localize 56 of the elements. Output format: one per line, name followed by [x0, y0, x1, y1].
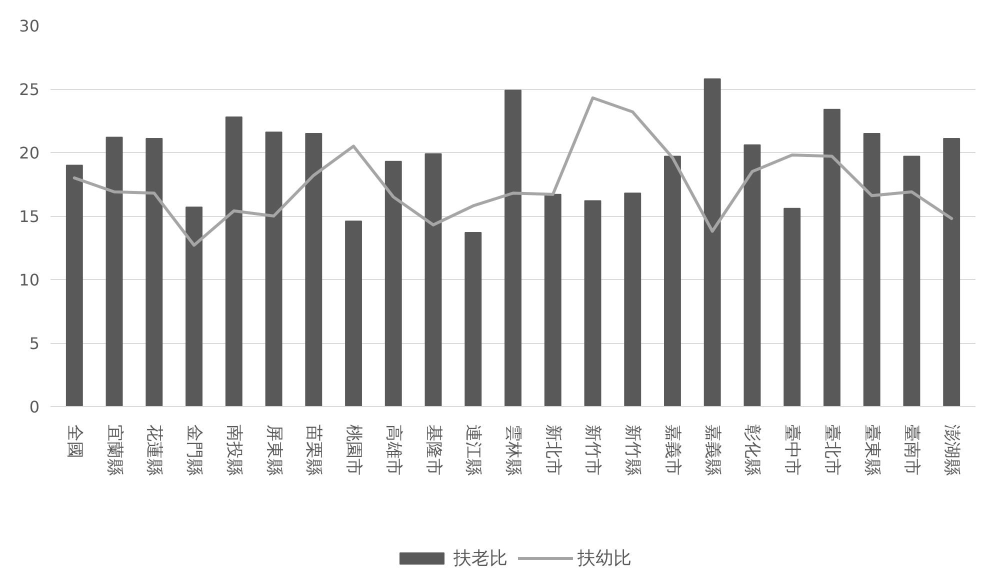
- bar: [146, 138, 163, 406]
- x-tick-label: 彰化縣: [742, 424, 762, 476]
- y-tick-label: 10: [19, 270, 40, 290]
- bar: [186, 206, 203, 406]
- x-tick-label: 嘉義縣: [702, 424, 722, 476]
- x-tick-label: 臺中市: [782, 424, 802, 476]
- bar: [704, 78, 721, 406]
- x-tick-label: 雲林縣: [503, 424, 523, 476]
- y-tick-label: 25: [19, 80, 40, 99]
- bar: [823, 108, 840, 406]
- y-tick-label: 30: [19, 16, 40, 36]
- x-tick-label: 屏東縣: [264, 424, 284, 476]
- y-tick-label: 20: [19, 144, 40, 162]
- legend-label: 扶老比: [454, 547, 508, 570]
- x-tick-label: 澎湖縣: [942, 424, 962, 476]
- bar: [345, 220, 362, 406]
- bar: [305, 132, 322, 406]
- bar: [504, 90, 522, 406]
- bar: [225, 116, 242, 406]
- x-tick-label: 連江縣: [463, 424, 484, 476]
- bar: [784, 208, 801, 406]
- bar: [384, 160, 402, 406]
- bar: [584, 200, 602, 406]
- bar: [744, 144, 761, 406]
- y-tick-label: 15: [19, 207, 40, 226]
- x-tick-label: 全國: [64, 424, 84, 458]
- y-tick-label: 0: [29, 398, 40, 416]
- x-tick-label: 桃園市: [344, 424, 364, 476]
- y-tick-label: 5: [29, 334, 40, 353]
- x-tick-label: 臺南市: [902, 424, 922, 476]
- bar: [624, 192, 642, 406]
- x-tick-label: 新竹縣: [622, 424, 643, 476]
- bar: [664, 156, 681, 406]
- bar: [464, 232, 482, 406]
- line-series: [72, 96, 954, 247]
- x-tick-label: 花蓮縣: [144, 424, 164, 476]
- bar: [106, 136, 123, 406]
- bar: [544, 194, 562, 406]
- bar: [903, 156, 920, 406]
- x-tick-label: 新北市: [542, 424, 563, 476]
- x-tick-label: 金門縣: [184, 424, 204, 476]
- bar: [863, 132, 880, 406]
- x-tick-label: 嘉義市: [662, 424, 682, 476]
- x-tick-label: 基隆市: [423, 424, 444, 476]
- bar: [66, 164, 83, 406]
- x-tick-label: 臺北市: [822, 424, 842, 476]
- x-tick-label: 南投縣: [224, 424, 244, 476]
- bar: [265, 132, 282, 406]
- x-tick-label: 宜蘭縣: [104, 424, 124, 476]
- x-tick-label: 臺東縣: [862, 424, 882, 476]
- x-tick-label: 苗栗縣: [304, 424, 324, 476]
- legend-label: 扶幼比: [578, 547, 632, 570]
- x-tick-label: 新竹市: [582, 424, 603, 476]
- x-tick-label: 高雄市: [383, 424, 404, 476]
- bar: [943, 138, 960, 406]
- bar: [424, 153, 442, 406]
